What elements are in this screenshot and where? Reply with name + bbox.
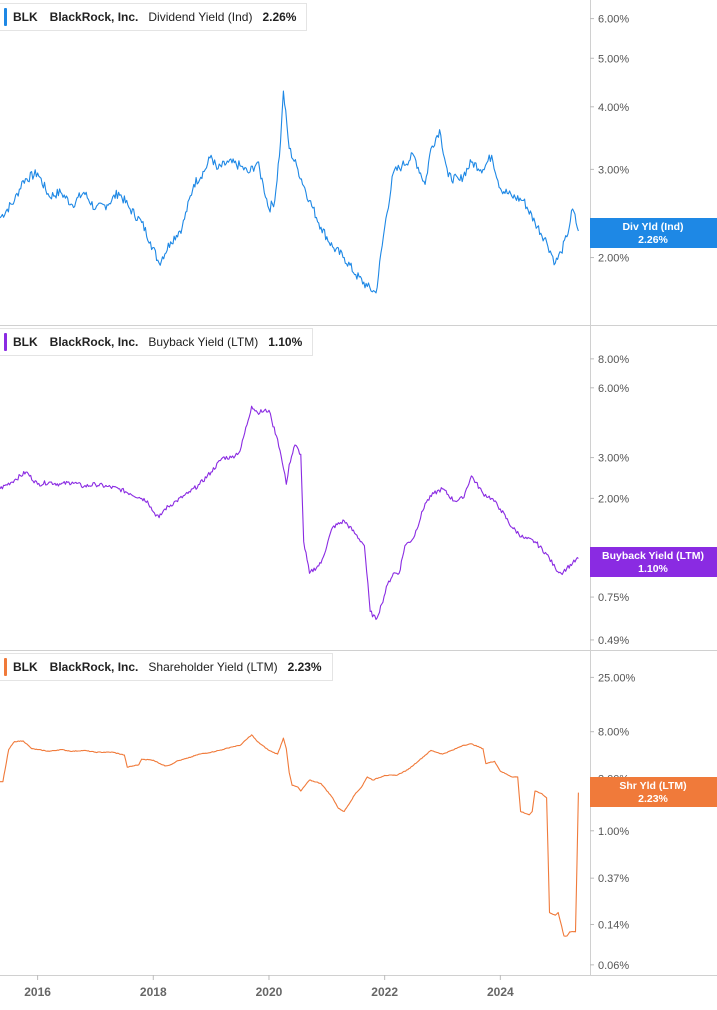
value-badge: [590, 777, 717, 807]
y-tick-label: 0.37%: [598, 873, 629, 885]
legend-value: 1.10%: [268, 335, 303, 349]
legend-color-swatch: [4, 8, 7, 26]
series-line-1: [0, 405, 579, 621]
y-tick-label: 8.00%: [598, 727, 629, 739]
value-badge-label: Shr Yld (LTM): [619, 780, 686, 792]
series-line-2: [0, 734, 579, 937]
value-badge: [590, 218, 717, 248]
x-tick-label: 2024: [487, 985, 514, 999]
y-tick-label: 0.49%: [598, 635, 629, 647]
series-line-0: [0, 90, 579, 294]
y-tick-label: 3.00%: [598, 453, 629, 465]
y-tick-label: 2.00%: [598, 253, 629, 265]
legend-buyback-yield[interactable]: BLK BlackRock, Inc. Buyback Yield (LTM) …: [0, 328, 314, 356]
y-tick-label: 0.06%: [598, 960, 629, 972]
legend-ticker: BLK: [13, 335, 38, 349]
y-tick-label: 2.00%: [598, 493, 629, 505]
y-tick-label: 0.75%: [598, 592, 629, 604]
legend-metric: Dividend Yield (Ind): [148, 10, 253, 24]
legend-value: 2.26%: [262, 10, 297, 24]
value-badge: [590, 547, 717, 577]
legend-metric: Shareholder Yield (LTM): [148, 660, 278, 674]
value-badge-value: 2.23%: [638, 793, 668, 805]
y-tick-label: 25.00%: [598, 672, 636, 684]
value-badge-label: Div Yld (Ind): [622, 221, 683, 233]
legend-value: 2.23%: [287, 660, 322, 674]
value-badge-value: 1.10%: [638, 563, 668, 575]
y-tick-label: 5.00%: [598, 53, 629, 65]
x-tick-label: 2016: [24, 985, 51, 999]
legend-color-swatch: [4, 333, 7, 351]
y-tick-label: 6.00%: [598, 14, 629, 26]
y-tick-label: 8.00%: [598, 354, 629, 366]
legend-ticker: BLK: [13, 10, 38, 24]
legend-company: BlackRock, Inc.: [49, 10, 139, 24]
x-tick-label: 2022: [371, 985, 398, 999]
legend-company: BlackRock, Inc.: [49, 660, 139, 674]
y-tick-label: 3.00%: [598, 164, 629, 176]
value-badge-value: 2.26%: [638, 234, 668, 246]
legend-ticker: BLK: [13, 660, 38, 674]
legend-color-swatch: [4, 658, 7, 676]
value-badge-label: Buyback Yield (LTM): [602, 550, 704, 562]
legend-metric: Buyback Yield (LTM): [148, 335, 259, 349]
x-tick-label: 2018: [140, 985, 167, 999]
y-tick-label: 0.14%: [598, 919, 629, 931]
legend-dividend-yield[interactable]: BLK BlackRock, Inc. Dividend Yield (Ind)…: [0, 3, 308, 31]
legend-company: BlackRock, Inc.: [49, 335, 139, 349]
x-tick-label: 2020: [256, 985, 283, 999]
y-tick-label: 4.00%: [598, 102, 629, 114]
y-tick-label: 6.00%: [598, 383, 629, 395]
y-tick-label: 1.00%: [598, 826, 629, 838]
legend-shareholder-yield[interactable]: BLK BlackRock, Inc. Shareholder Yield (L…: [0, 653, 333, 681]
